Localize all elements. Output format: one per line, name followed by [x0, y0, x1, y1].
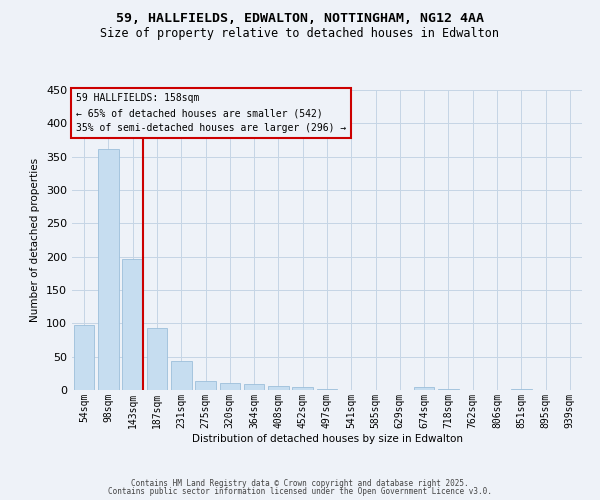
Bar — [98, 148, 119, 390]
X-axis label: Distribution of detached houses by size in Edwalton: Distribution of detached houses by size … — [191, 434, 463, 444]
Bar — [511, 388, 532, 390]
Bar — [414, 388, 434, 390]
Bar — [220, 384, 240, 390]
Text: 59 HALLFIELDS: 158sqm
← 65% of detached houses are smaller (542)
35% of semi-det: 59 HALLFIELDS: 158sqm ← 65% of detached … — [76, 94, 346, 133]
Bar — [195, 382, 216, 390]
Bar — [292, 388, 313, 390]
Text: Size of property relative to detached houses in Edwalton: Size of property relative to detached ho… — [101, 28, 499, 40]
Bar — [268, 386, 289, 390]
Y-axis label: Number of detached properties: Number of detached properties — [31, 158, 40, 322]
Bar — [244, 384, 265, 390]
Bar — [171, 360, 191, 390]
Text: Contains HM Land Registry data © Crown copyright and database right 2025.: Contains HM Land Registry data © Crown c… — [131, 478, 469, 488]
Bar — [122, 260, 143, 390]
Text: Contains public sector information licensed under the Open Government Licence v3: Contains public sector information licen… — [108, 487, 492, 496]
Bar — [146, 328, 167, 390]
Text: 59, HALLFIELDS, EDWALTON, NOTTINGHAM, NG12 4AA: 59, HALLFIELDS, EDWALTON, NOTTINGHAM, NG… — [116, 12, 484, 26]
Bar — [438, 388, 459, 390]
Bar — [74, 324, 94, 390]
